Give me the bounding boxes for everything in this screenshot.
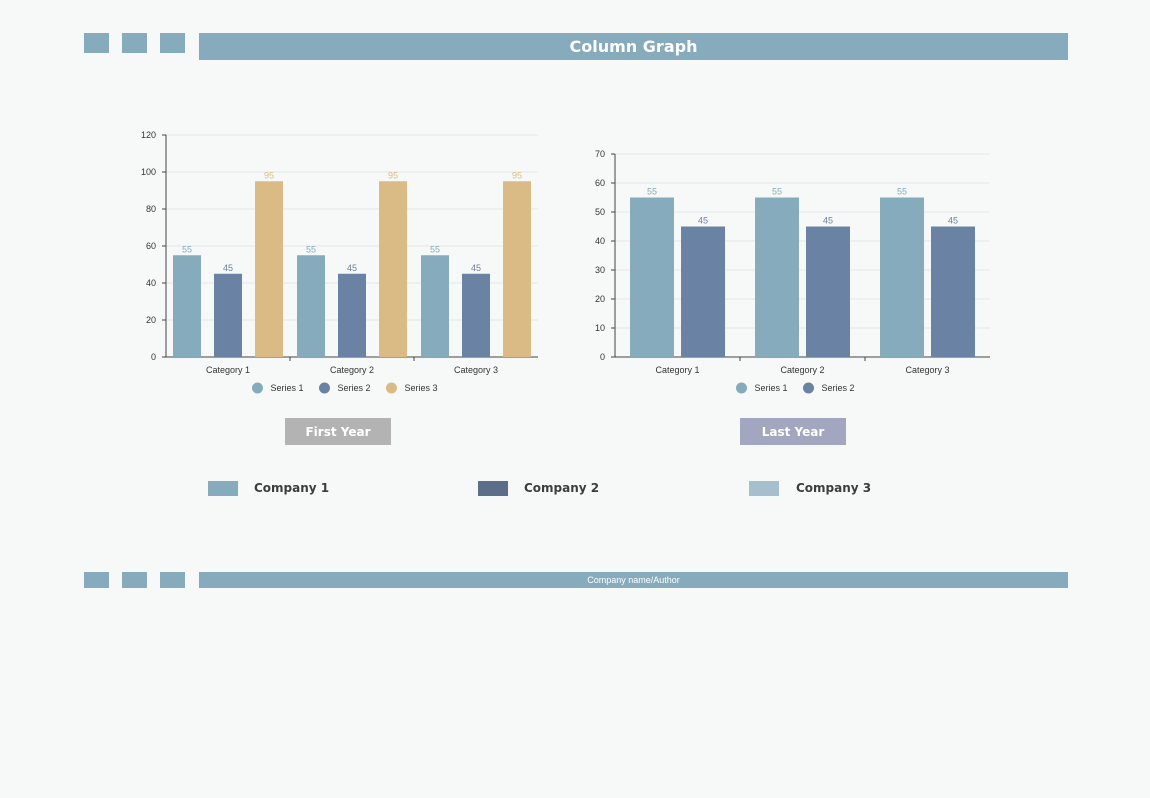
data-label: 45 xyxy=(223,263,233,273)
y-tick-label: 40 xyxy=(595,236,605,246)
x-tick-label: Category 3 xyxy=(454,365,498,375)
legend-marker xyxy=(319,382,330,394)
bar xyxy=(255,181,283,357)
bar xyxy=(379,181,407,357)
bar xyxy=(338,273,366,357)
y-tick-label: 70 xyxy=(595,149,605,159)
bar xyxy=(462,273,490,357)
data-label: 55 xyxy=(306,244,316,254)
company-2-label: Company 2 xyxy=(524,481,600,495)
data-label: 95 xyxy=(264,170,274,180)
data-label: 95 xyxy=(512,170,522,180)
bar xyxy=(503,181,531,357)
data-label: 45 xyxy=(698,216,708,226)
y-tick-label: 30 xyxy=(595,265,605,275)
footer-square-1 xyxy=(84,572,109,588)
bar xyxy=(214,273,242,357)
company-3-label: Company 3 xyxy=(796,481,872,495)
header-square-3 xyxy=(160,33,185,53)
title-bar: Column Graph xyxy=(199,33,1068,60)
x-tick-label: Category 1 xyxy=(655,365,699,375)
y-tick-label: 50 xyxy=(595,207,605,217)
bar xyxy=(421,255,449,357)
y-tick-label: 0 xyxy=(600,352,605,362)
bar xyxy=(755,197,799,357)
data-label: 45 xyxy=(347,263,357,273)
x-tick-label: Category 1 xyxy=(206,365,250,375)
x-tick-label: Category 3 xyxy=(905,365,949,375)
bar xyxy=(806,226,850,357)
legend-label: Series 2 xyxy=(338,383,371,393)
first-year-label-box: First Year xyxy=(285,418,391,445)
footer-square-2 xyxy=(122,572,147,588)
last-year-chart: 0 10 20 30 40 50 60 70 55 45 Category 1 55 45 Categor… xyxy=(595,149,990,394)
footer-square-3 xyxy=(160,572,185,588)
first-year-chart: 0 20 40 60 80 100 120 55 45 95 Category 1 55 45 95 Cat… xyxy=(141,130,538,394)
y-tick-label: 100 xyxy=(141,167,156,177)
y-tick-label: 80 xyxy=(146,204,156,214)
legend-label: Series 1 xyxy=(271,383,304,393)
y-tick-label: 60 xyxy=(595,178,605,188)
data-label: 55 xyxy=(430,244,440,254)
x-tick-label: Category 2 xyxy=(330,365,374,375)
legend-label: Series 2 xyxy=(822,383,855,393)
data-label: 55 xyxy=(182,244,192,254)
bar xyxy=(630,197,674,357)
page-title: Column Graph xyxy=(569,37,698,56)
data-label: 45 xyxy=(948,216,958,226)
legend-marker xyxy=(386,382,397,394)
bar xyxy=(931,226,975,357)
company-3-swatch xyxy=(749,481,779,496)
bar xyxy=(681,226,725,357)
data-label: 45 xyxy=(823,216,833,226)
bar xyxy=(880,197,924,357)
data-label: 95 xyxy=(388,170,398,180)
legend-label: Series 1 xyxy=(755,383,788,393)
y-tick-label: 0 xyxy=(151,352,156,362)
legend-label: Series 3 xyxy=(405,383,438,393)
last-year-label: Last Year xyxy=(761,424,825,439)
y-tick-label: 20 xyxy=(595,294,605,304)
first-year-label: First Year xyxy=(305,424,371,439)
y-tick-label: 40 xyxy=(146,278,156,288)
legend-marker xyxy=(803,382,814,394)
y-tick-label: 20 xyxy=(146,315,156,325)
footer-text: Company name/Author xyxy=(587,575,680,585)
company-1-label: Company 1 xyxy=(254,481,330,495)
y-tick-label: 60 xyxy=(146,241,156,251)
header-square-2 xyxy=(122,33,147,53)
header-square-1 xyxy=(84,33,109,53)
bar xyxy=(173,255,201,357)
data-label: 55 xyxy=(647,187,657,197)
y-tick-label: 120 xyxy=(141,130,156,140)
company-1-swatch xyxy=(208,481,238,496)
y-tick-label: 10 xyxy=(595,323,605,333)
company-2-swatch xyxy=(478,481,508,496)
legend-marker xyxy=(252,382,263,394)
x-tick-label: Category 2 xyxy=(780,365,824,375)
data-label: 55 xyxy=(772,187,782,197)
last-year-label-box: Last Year xyxy=(740,418,846,445)
legend-marker xyxy=(736,382,747,394)
footer-bar: Company name/Author xyxy=(199,572,1068,588)
bar xyxy=(297,255,325,357)
data-label: 45 xyxy=(471,263,481,273)
data-label: 55 xyxy=(897,187,907,197)
